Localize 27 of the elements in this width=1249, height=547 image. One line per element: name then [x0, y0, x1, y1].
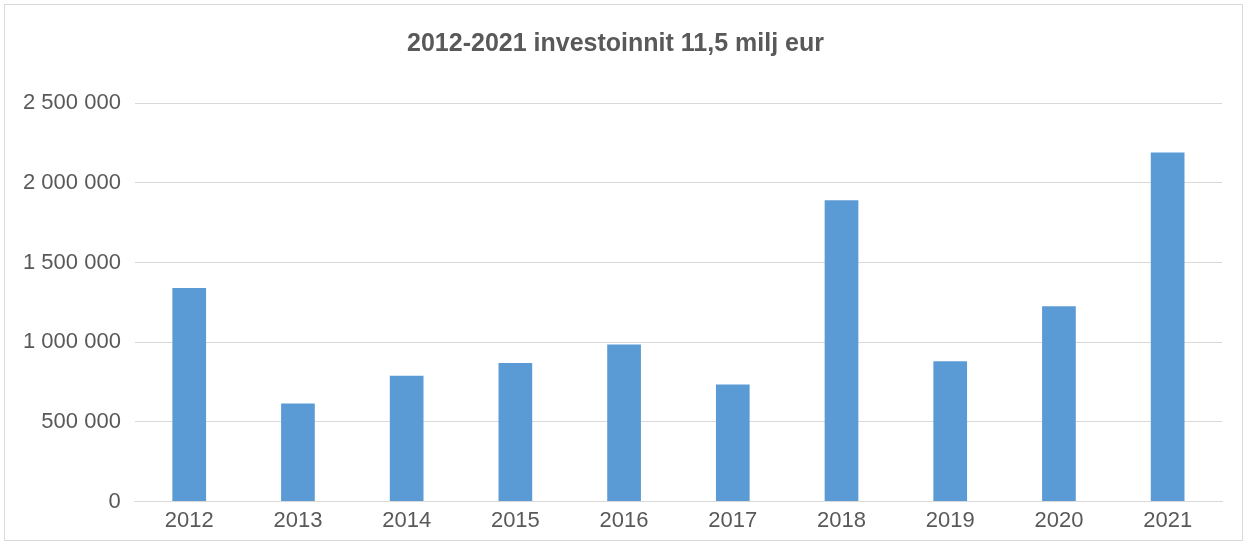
chart-title: 2012-2021 investoinnit 11,5 milj eur: [407, 27, 825, 56]
bar: [389, 375, 424, 502]
x-tick-label: 2021: [1143, 506, 1193, 532]
y-tick-label: 500 000: [41, 407, 121, 433]
x-tick-label: 2019: [925, 506, 975, 532]
bar: [933, 361, 968, 502]
bar: [1042, 306, 1076, 502]
y-tick-label: 1 500 000: [23, 248, 121, 274]
bar: [172, 287, 207, 502]
bar: [1150, 152, 1185, 502]
x-tick-label: 2015: [490, 506, 540, 532]
bar: [498, 362, 533, 502]
y-tick-label: 1 000 000: [23, 328, 121, 354]
bar: [824, 200, 859, 502]
x-tick-label: 2020: [1034, 506, 1084, 532]
y-tick-label: 2 000 000: [23, 168, 121, 194]
bar: [281, 403, 315, 502]
y-tick-label: 0: [108, 487, 121, 513]
bar: [715, 384, 750, 502]
x-tick-label: 2016: [599, 506, 649, 532]
x-tick-label: 2012: [164, 506, 214, 532]
x-tick-label: 2017: [708, 506, 758, 532]
y-tick-label: 2 500 000: [23, 89, 121, 115]
bar: [607, 344, 641, 502]
x-tick-label: 2014: [382, 506, 432, 532]
x-tick-label: 2018: [817, 506, 866, 532]
x-tick-label: 2013: [273, 506, 323, 532]
